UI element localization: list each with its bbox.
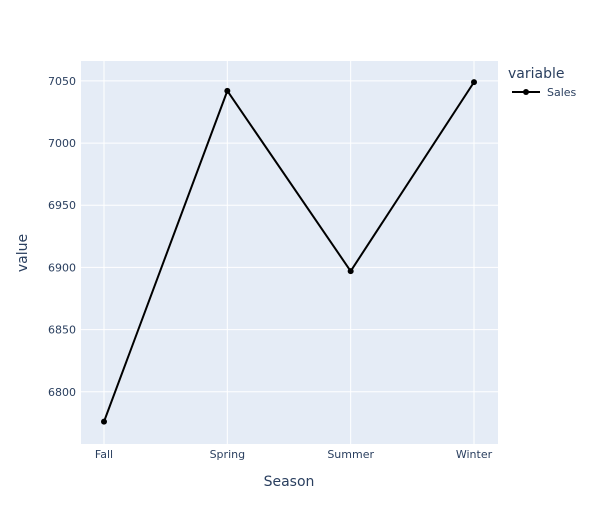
x-tick-label-summer: Summer bbox=[327, 448, 374, 461]
x-tick-label-fall: Fall bbox=[95, 448, 113, 461]
y-tick-label-7050: 7050 bbox=[48, 75, 76, 88]
y-tick-label-6950: 6950 bbox=[48, 199, 76, 212]
data-point-winter bbox=[471, 79, 477, 86]
x-gridlines bbox=[103, 61, 475, 444]
y-tick-label-6850: 6850 bbox=[48, 324, 76, 337]
y-tick-label-6900: 6900 bbox=[48, 261, 76, 274]
x-tick-label-spring: Spring bbox=[210, 448, 246, 461]
y-tick-labels: 6800 6850 6900 6950 7000 7050 bbox=[48, 75, 76, 399]
y-gridlines bbox=[81, 80, 498, 393]
series-layer bbox=[101, 79, 477, 425]
plot-area bbox=[81, 61, 498, 444]
legend-marker-swatch bbox=[523, 89, 529, 95]
x-tick-label-winter: Winter bbox=[456, 448, 493, 461]
data-point-summer bbox=[347, 268, 354, 275]
x-axis-title: Season bbox=[264, 474, 315, 490]
data-point-fall bbox=[101, 418, 107, 425]
x-tick-labels: Fall Spring Summer Winter bbox=[95, 448, 493, 461]
y-axis-title: value bbox=[15, 234, 31, 272]
y-tick-label-7000: 7000 bbox=[48, 137, 76, 150]
series-line-sales bbox=[103, 81, 475, 422]
data-point-spring bbox=[224, 87, 231, 94]
legend-title: variable bbox=[508, 66, 564, 82]
y-tick-label-6800: 6800 bbox=[48, 386, 76, 399]
legend: variable Sales bbox=[508, 66, 577, 99]
legend-item-sales[interactable]: Sales bbox=[547, 86, 577, 99]
